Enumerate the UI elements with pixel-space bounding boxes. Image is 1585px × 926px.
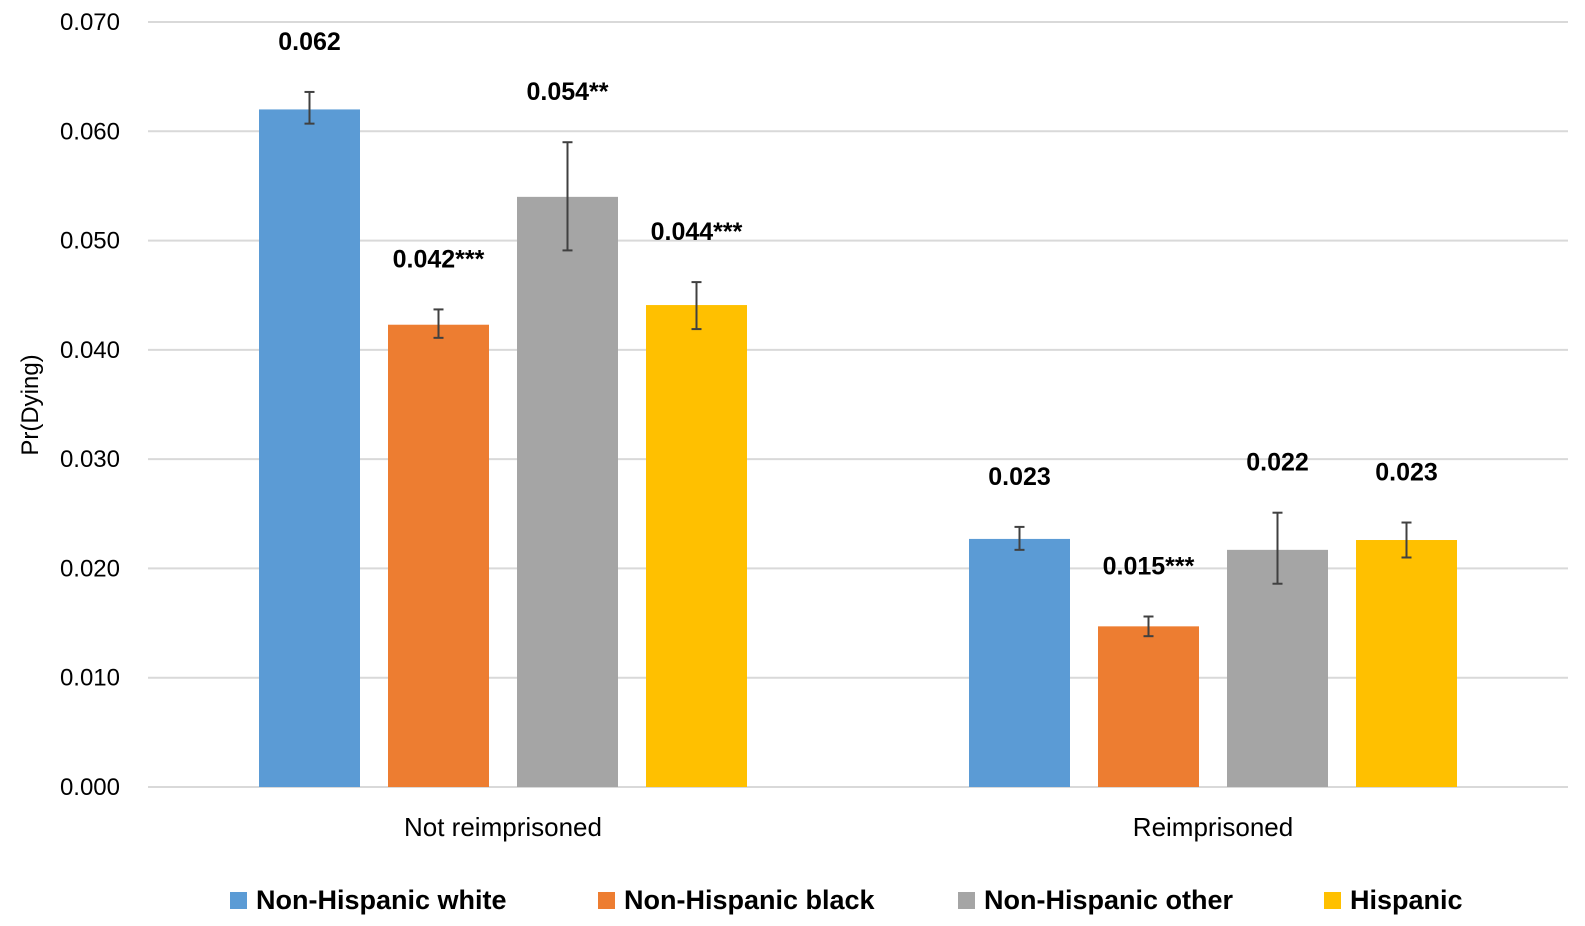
x-category-label: Reimprisoned — [1133, 812, 1293, 842]
bar — [1356, 540, 1457, 787]
legend-swatch — [958, 891, 975, 909]
y-tick-label: 0.050 — [60, 228, 120, 255]
legend-item: Non-Hispanic other — [958, 878, 1233, 922]
legend-item: Non-Hispanic black — [598, 878, 875, 922]
y-tick-label: 0.000 — [60, 774, 120, 801]
legend-swatch — [598, 891, 615, 909]
legend-item: Non-Hispanic white — [230, 878, 507, 922]
legend-label: Hispanic — [1350, 884, 1463, 915]
gridlines — [148, 21, 1568, 788]
y-tick-label: 0.010 — [60, 665, 120, 692]
x-category-label: Not reimprisoned — [404, 812, 602, 842]
legend-swatch — [230, 891, 247, 909]
data-label: 0.062 — [278, 28, 341, 56]
y-tick-label: 0.060 — [60, 118, 120, 145]
bars — [259, 109, 1457, 787]
legend-item: Hispanic — [1324, 878, 1463, 922]
bar — [259, 109, 360, 787]
legend-label: Non-Hispanic white — [256, 884, 507, 915]
legend-label: Non-Hispanic black — [624, 884, 875, 915]
data-labels: 0.062 0.042*** 0.054** 0.044*** 0.023 0.015**… — [278, 28, 1438, 581]
y-tick-label: 0.070 — [60, 9, 120, 36]
error-bars — [304, 90, 1412, 638]
y-axis-ticks: 0.000 0.010 0.020 0.030 0.040 0.050 0.060 0.070 — [60, 9, 120, 801]
data-label: 0.023 — [988, 463, 1051, 491]
data-label: 0.042*** — [393, 245, 485, 273]
data-label: 0.044*** — [651, 218, 743, 246]
legend-swatch — [1324, 891, 1341, 909]
legend-label: Non-Hispanic other — [984, 884, 1234, 915]
x-axis-categories: Not reimprisoned Reimprisoned — [404, 812, 1293, 842]
data-label: 0.015*** — [1103, 553, 1195, 581]
y-tick-label: 0.030 — [60, 446, 120, 473]
y-tick-label: 0.040 — [60, 337, 120, 364]
bar — [1227, 549, 1328, 787]
bar — [1098, 626, 1199, 787]
data-label: 0.054** — [526, 78, 608, 106]
data-label: 0.022 — [1246, 449, 1309, 477]
bar — [388, 324, 489, 787]
data-label: 0.023 — [1375, 459, 1438, 487]
y-axis-label: Pr(Dying) — [17, 354, 44, 455]
y-tick-label: 0.020 — [60, 555, 120, 582]
bar — [517, 196, 618, 787]
legend: Non-Hispanic white Non-Hispanic black Non-… — [0, 878, 1585, 922]
bar — [969, 538, 1070, 787]
bar — [646, 305, 747, 787]
